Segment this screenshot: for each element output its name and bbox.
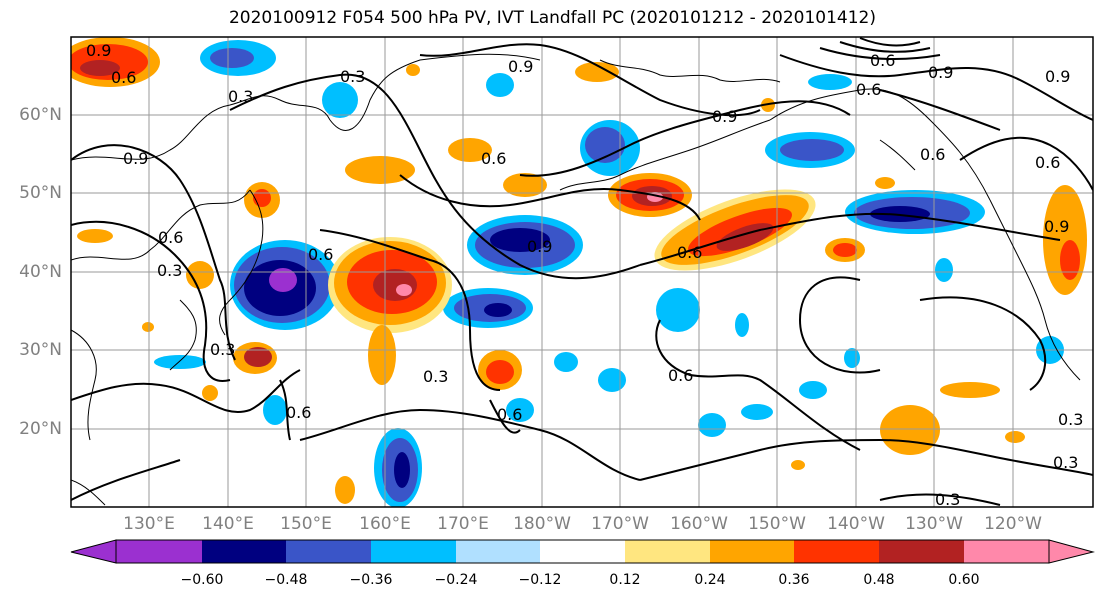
- lon-label: 180°W: [513, 514, 571, 534]
- contour-label: 0.6: [481, 149, 506, 168]
- map-frame: [70, 36, 1094, 508]
- negative-anomaly-midpac: [443, 288, 533, 328]
- contour-label: 0.6: [677, 243, 702, 262]
- lat-label: 30°N: [19, 340, 62, 360]
- contour-label: 0.6: [920, 145, 945, 164]
- colorbar-tick-label: 0.36: [778, 572, 810, 588]
- contour-label: 0.3: [1058, 410, 1083, 429]
- ivt-contours: [71, 37, 1093, 506]
- negative-anomaly-gulf: [845, 190, 985, 234]
- lon-label: 120°W: [984, 514, 1042, 534]
- contour-label: 0.6: [111, 68, 136, 87]
- contour-label: 0.3: [157, 261, 182, 280]
- lon-label: 170°E: [437, 514, 489, 534]
- contour-label: 0.6: [856, 80, 881, 99]
- positive-anomaly-nw: [71, 37, 160, 87]
- contour-label: 0.6: [668, 366, 693, 385]
- lon-label: 140°E: [202, 514, 254, 534]
- lon-label: 130°W: [905, 514, 963, 534]
- contour-label: 0.9: [86, 41, 111, 60]
- colorbar-tick-label: −0.48: [264, 572, 308, 588]
- contour-label: 0.3: [210, 340, 235, 359]
- lat-label: 50°N: [19, 183, 62, 203]
- contour-label: 0.9: [1044, 217, 1069, 236]
- colorbar-tick-label: −0.24: [434, 572, 478, 588]
- colorbar-tick-label: −0.60: [180, 572, 224, 588]
- colorbar-tick-label: 0.48: [863, 572, 895, 588]
- colorbar-tick-label: 0.12: [609, 572, 641, 588]
- lon-label: 150°E: [280, 514, 332, 534]
- colorbar-tick-label: 0.24: [694, 572, 726, 588]
- contour-label: 0.9: [123, 149, 148, 168]
- colorbar-tick-label: −0.36: [349, 572, 393, 588]
- contour-label: 0.6: [497, 405, 522, 424]
- lon-label: 150°W: [748, 514, 806, 534]
- lat-label: 60°N: [19, 105, 62, 125]
- contour-label: 0.3: [935, 490, 960, 509]
- contour-label: 0.3: [423, 367, 448, 386]
- contour-label: 0.3: [1053, 453, 1078, 472]
- contour-label: 0.9: [508, 57, 533, 76]
- negative-anomaly-dateline: [467, 215, 583, 275]
- contour-label: 0.9: [928, 63, 953, 82]
- lat-label: 40°N: [19, 262, 62, 282]
- contour-label: 0.6: [308, 245, 333, 264]
- negative-anomaly-japan: [230, 240, 340, 330]
- lon-label: 130°E: [123, 514, 175, 534]
- lat-label: 20°N: [19, 419, 62, 439]
- lon-label: 170°W: [591, 514, 649, 534]
- contour-label: 0.6: [286, 403, 311, 422]
- lon-label: 160°E: [359, 514, 411, 534]
- negative-anomaly-south: [374, 428, 422, 507]
- colorbar-tick-label: 0.60: [948, 572, 980, 588]
- contour-label: 0.9: [1045, 67, 1070, 86]
- contour-labels: 0.9 0.6 0.3 0.3 0.9 0.6 0.9 0.6 0.9 0.6 …: [86, 41, 1083, 509]
- contour-label: 0.9: [527, 237, 552, 256]
- lon-label: 160°W: [670, 514, 728, 534]
- contour-label: 0.6: [158, 228, 183, 247]
- colorbar-tick-label: −0.12: [518, 572, 562, 588]
- pv-anomaly-fill: [71, 37, 1087, 507]
- positive-anomaly-midpac: [328, 237, 452, 333]
- contour-label: 0.3: [340, 67, 365, 86]
- lon-label: 140°W: [827, 514, 885, 534]
- contour-label: 0.6: [1035, 153, 1060, 172]
- figure-title: 2020100912 F054 500 hPa PV, IVT Landfall…: [228, 8, 876, 28]
- contour-label: 0.9: [712, 107, 737, 126]
- colorbar: [70, 539, 1095, 564]
- contour-label: 0.6: [870, 51, 895, 70]
- contour-label: 0.3: [228, 87, 253, 106]
